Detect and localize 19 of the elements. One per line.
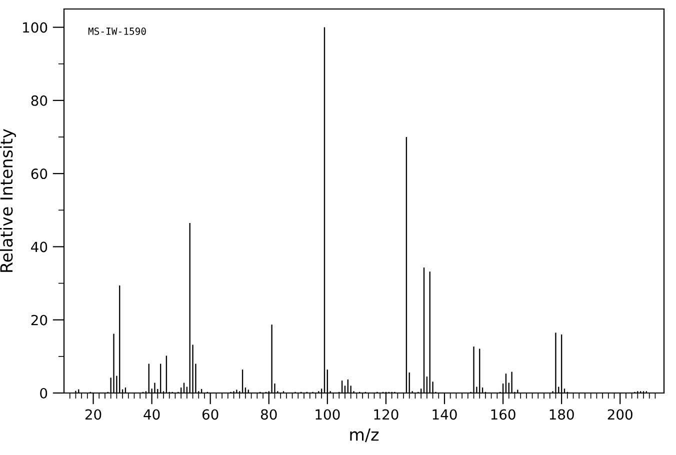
y-tick-label: 80: [31, 95, 48, 106]
annotation: MS-IW-1590: [88, 28, 146, 35]
y-tick-label: 100: [23, 22, 48, 33]
x-tick-label: 140: [432, 409, 457, 420]
y-axis-title: Relative Intensity: [0, 128, 16, 272]
y-tick-label: 0: [40, 388, 48, 398]
x-tick-label: 120: [374, 409, 398, 420]
x-tick-label: 60: [202, 409, 218, 420]
y-tick-label: 20: [31, 314, 48, 326]
x-tick-label: 100: [316, 409, 340, 420]
x-tick-label: 180: [550, 409, 574, 420]
x-tick-label: 40: [144, 409, 160, 420]
x-tick-label: 160: [491, 409, 516, 420]
x-tick-label: 200: [608, 409, 632, 420]
x-tick-label: 20: [85, 409, 102, 420]
x-tick-label: 80: [260, 409, 277, 420]
y-tick-label: 40: [31, 242, 48, 252]
x-axis-title: m/z: [350, 428, 379, 442]
y-tick-label: 60: [31, 168, 48, 180]
